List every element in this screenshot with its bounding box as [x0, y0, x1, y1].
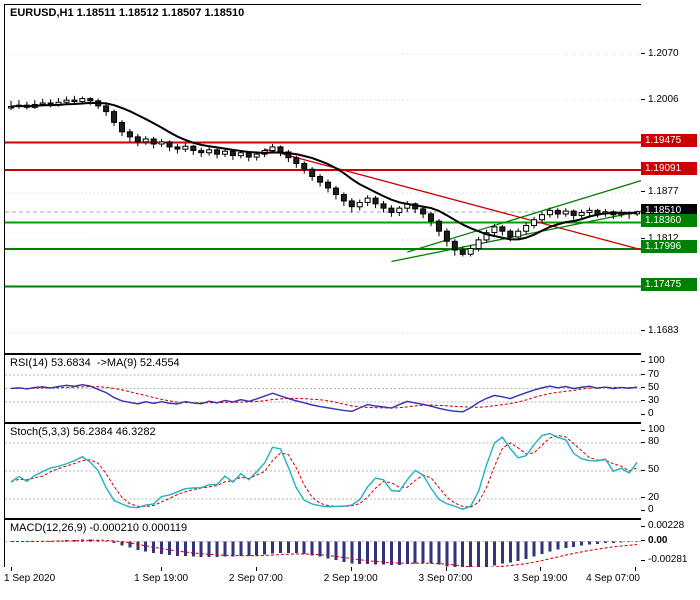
axis-tick-mark	[641, 53, 645, 55]
time-axis-label: 3 Sep 07:00	[418, 573, 473, 584]
time-axis-label: 2 Sep 19:00	[323, 573, 378, 584]
time-axis-label: 2 Sep 07:00	[228, 573, 283, 584]
axis-tick-mark	[641, 413, 645, 415]
axis-tick-mark	[641, 387, 645, 388]
axis-tick-label: 20	[648, 491, 660, 503]
axis-tick-label: 50	[648, 381, 660, 393]
axis-tick-mark	[641, 469, 645, 471]
axis-tick-mark	[641, 509, 645, 511]
stochastic-chart-canvas[interactable]	[5, 424, 642, 518]
axis-tick-mark	[641, 330, 645, 332]
axis-tick-label: 100	[648, 424, 665, 435]
symbol-ohlc-title: EURUSD,H1 1.18511 1.18512 1.18507 1.1851…	[10, 7, 245, 19]
rsi-title: RSI(14) 53.6834 ->MA(9) 52.4554	[10, 357, 180, 369]
axis-tick-mark	[641, 497, 645, 499]
axis-tick-label: 0.00228	[648, 520, 685, 531]
time-tick-mark	[635, 567, 637, 571]
price-level-flag: 1.18510	[641, 203, 697, 217]
axis-tick-label: -0.00281	[648, 554, 688, 565]
rsi-chart-canvas[interactable]	[5, 355, 642, 422]
time-tick-mark	[255, 567, 257, 571]
axis-tick-label: 0.00	[648, 534, 668, 546]
price-level-flag: 1.19475	[641, 134, 697, 148]
axis-tick-label: 0	[648, 408, 654, 419]
macd-pane[interactable]: MACD(12,26,9) -0.000210 0.000119	[4, 519, 643, 569]
time-tick-mark	[350, 567, 352, 571]
axis-tick-label: 50	[648, 464, 660, 475]
axis-tick-mark	[641, 429, 645, 431]
axis-tick-label: 1.1683	[648, 324, 679, 336]
axis-tick-label: 0	[648, 504, 654, 515]
axis-tick-mark	[641, 191, 645, 193]
axis-tick-label: 1.2070	[648, 47, 679, 59]
rsi-pane[interactable]: RSI(14) 53.6834 ->MA(9) 52.4554	[4, 354, 643, 423]
time-tick-mark	[11, 567, 12, 571]
axis-tick-mark	[641, 525, 645, 527]
price-axis[interactable]: 1.2070 1.2006 1.1877 1.1812 1.1683 1.19475 1.1…	[641, 0, 700, 600]
axis-tick-label: 30	[648, 394, 660, 406]
axis-tick-mark	[641, 559, 645, 561]
price-level-flag: 1.17996	[641, 240, 697, 254]
time-axis-label: 4 Sep 07:00	[586, 573, 640, 584]
price-level-flag: 1.18360	[641, 214, 697, 228]
axis-tick-mark	[641, 374, 645, 375]
stochastic-pane[interactable]: Stoch(5,3,3) 56.2384 46.3282	[4, 423, 643, 519]
time-tick-mark	[161, 567, 163, 571]
axis-tick-mark	[641, 360, 645, 362]
axis-tick-label: 70	[648, 368, 660, 380]
time-axis[interactable]: 1 Sep 2020 1 Sep 19:00 2 Sep 07:00 2 Sep 19…	[4, 567, 641, 593]
axis-tick-label: 100	[648, 355, 665, 366]
stochastic-title: Stoch(5,3,3) 56.2384 46.3282	[10, 426, 156, 438]
macd-title: MACD(12,26,9) -0.000210 0.000119	[10, 522, 188, 534]
axis-tick-mark	[641, 99, 645, 101]
axis-tick-mark	[641, 400, 645, 401]
time-tick-mark	[540, 567, 542, 571]
price-level-flag: 1.19091	[641, 161, 697, 175]
axis-tick-mark	[641, 238, 645, 240]
time-axis-label: 3 Sep 19:00	[513, 573, 568, 584]
price-level-flag: 1.17475	[641, 277, 697, 291]
time-tick-mark	[445, 567, 447, 571]
axis-tick-label: 1.1812	[648, 232, 679, 244]
time-axis-label: 1 Sep 2020	[4, 573, 56, 584]
axis-tick-mark	[641, 441, 645, 443]
axis-tick-label: 1.1877	[648, 185, 679, 197]
axis-tick-label: 1.2006	[648, 93, 679, 105]
candlestick-chart-canvas[interactable]	[5, 5, 642, 353]
time-axis-label: 1 Sep 19:00	[134, 573, 189, 584]
price-pane[interactable]: EURUSD,H1 1.18511 1.18512 1.18507 1.1851…	[4, 4, 643, 354]
macd-chart-canvas[interactable]	[5, 520, 642, 568]
axis-tick-mark	[641, 540, 645, 542]
axis-tick-label: 80	[648, 436, 660, 448]
